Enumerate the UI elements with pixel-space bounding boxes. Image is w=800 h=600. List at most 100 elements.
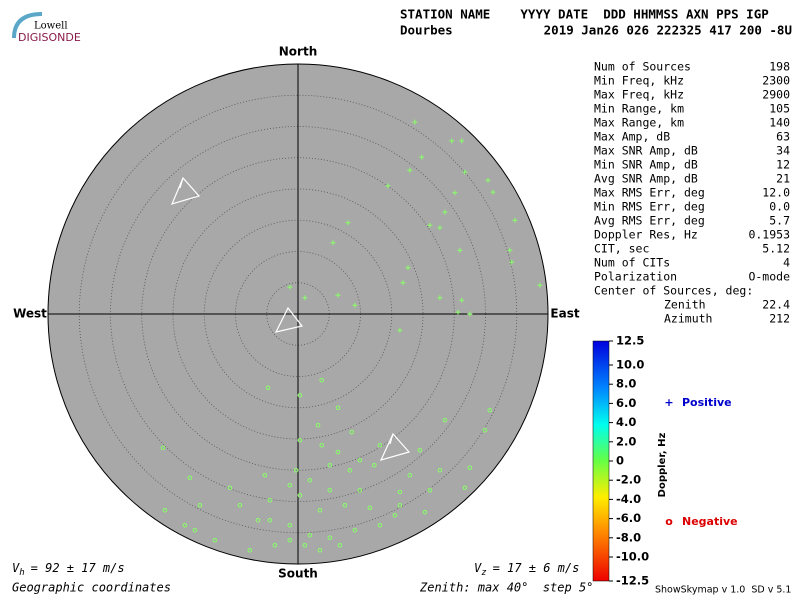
colorbar-tick-label: -2.0 (616, 473, 641, 487)
positive-source (335, 292, 341, 298)
stat-value: 12 (776, 158, 790, 172)
stat-label: Num of Sources (594, 60, 691, 74)
negative-source (487, 407, 493, 413)
positive-source (427, 222, 433, 228)
negative-source (182, 522, 188, 528)
negative-source (335, 405, 341, 411)
positive-source (507, 247, 513, 253)
negative-source (262, 472, 268, 478)
negative-source (367, 505, 373, 511)
negative-source (315, 422, 321, 428)
positive-source (442, 209, 448, 215)
negative-source (342, 502, 348, 508)
positive-source (457, 247, 463, 253)
colorbar-tick-label: -10.0 (616, 550, 649, 564)
negative-source (352, 527, 358, 533)
version-note: ShowSkymap v 1.0 SD v 5.1 (655, 585, 791, 596)
stat-label: Min SNR Amp, dB (594, 158, 698, 172)
stat-label: Min Freq, kHz (594, 74, 684, 88)
stat-value: 34 (776, 144, 790, 158)
legend-entry: Negative (682, 515, 738, 528)
legend-marker: + (664, 396, 673, 409)
negative-source (297, 392, 303, 398)
colorbar-tick-label: -8.0 (616, 530, 641, 544)
center-value: 212 (769, 312, 790, 326)
stat-label: Min RMS Err, deg (594, 200, 705, 214)
colorbar-tick-label: 0 (616, 454, 624, 468)
negative-source (302, 542, 308, 548)
colorbar-tick-label: -6.0 (616, 511, 641, 525)
negative-source (371, 462, 377, 468)
negative-source (307, 477, 313, 483)
negative-source (335, 449, 341, 455)
zenith-note: Zenith: max 40° step 5° (419, 581, 593, 595)
stat-label: Min Range, km (594, 102, 684, 116)
stat-label: Max Freq, kHz (594, 88, 684, 102)
stat-value: 2900 (762, 88, 790, 102)
negative-source (267, 517, 273, 523)
stat-label: Num of CITs (594, 256, 670, 270)
colorbar-tick-label: 10.0 (616, 358, 644, 372)
logo-swoosh (12, 12, 43, 39)
logo: Lowell DIGISONDE (12, 12, 81, 44)
negative-source (287, 482, 293, 488)
stat-value: 140 (769, 116, 790, 130)
stat-value: 63 (776, 130, 790, 144)
stat-label: Max RMS Err, deg (594, 186, 705, 200)
positive-source (437, 225, 443, 231)
negative-source (437, 467, 443, 473)
stat-label: Doppler Res, Hz (594, 228, 698, 242)
negative-source (407, 472, 413, 478)
negative-source (392, 512, 398, 518)
negative-source (357, 487, 363, 493)
stat-label: Avg RMS Err, deg (594, 214, 705, 228)
positive-source (467, 311, 473, 317)
negative-source (297, 437, 303, 443)
negative-source (293, 467, 299, 473)
positive-source (407, 167, 413, 173)
positive-source (412, 119, 418, 125)
negative-source (397, 489, 403, 495)
negative-source (467, 465, 473, 471)
positive-source (485, 177, 491, 183)
legend-marker: o (665, 515, 673, 528)
negative-source (212, 537, 218, 543)
negative-source (427, 487, 433, 493)
stat-value: 198 (769, 60, 790, 74)
label-west: West (13, 307, 47, 321)
negative-source (442, 417, 448, 423)
negative-source (162, 507, 168, 513)
positive-source (455, 309, 461, 315)
stat-value: 2300 (762, 74, 790, 88)
header-values: 2019 Jan26 026 222325 417 200 -8U (544, 23, 792, 38)
negative-source (272, 542, 278, 548)
stat-label: Max Amp, dB (594, 130, 670, 144)
stat-value: 5.7 (769, 214, 790, 228)
negative-source (297, 492, 303, 498)
header-columns: STATION NAME YYYY DATE DDD HHMMSS AXN PP… (400, 7, 769, 22)
negative-source (317, 507, 323, 513)
velocity-triangle (274, 306, 304, 333)
positive-source (452, 190, 458, 196)
negative-source (377, 442, 383, 448)
positive-source (397, 327, 403, 333)
legend-entry: Positive (682, 396, 732, 409)
negative-source (422, 509, 428, 515)
station-name: Dourbes (400, 23, 453, 38)
negative-source (349, 429, 355, 435)
negative-source (265, 385, 271, 391)
negative-source (397, 502, 403, 508)
positive-source (352, 302, 358, 308)
stat-label: Polarization (594, 270, 677, 284)
coordinates-note: Geographic coordinates (12, 581, 171, 595)
positive-source (459, 138, 465, 144)
colorbar-tick-label: -4.0 (616, 492, 641, 506)
logo-digisonde: DIGISONDE (18, 31, 81, 44)
positive-source (302, 295, 308, 301)
stat-value: 105 (769, 102, 790, 116)
positive-source (537, 282, 543, 288)
negative-source (227, 485, 233, 491)
negative-source (417, 447, 423, 453)
negative-source (327, 462, 333, 468)
negative-source (255, 517, 261, 523)
